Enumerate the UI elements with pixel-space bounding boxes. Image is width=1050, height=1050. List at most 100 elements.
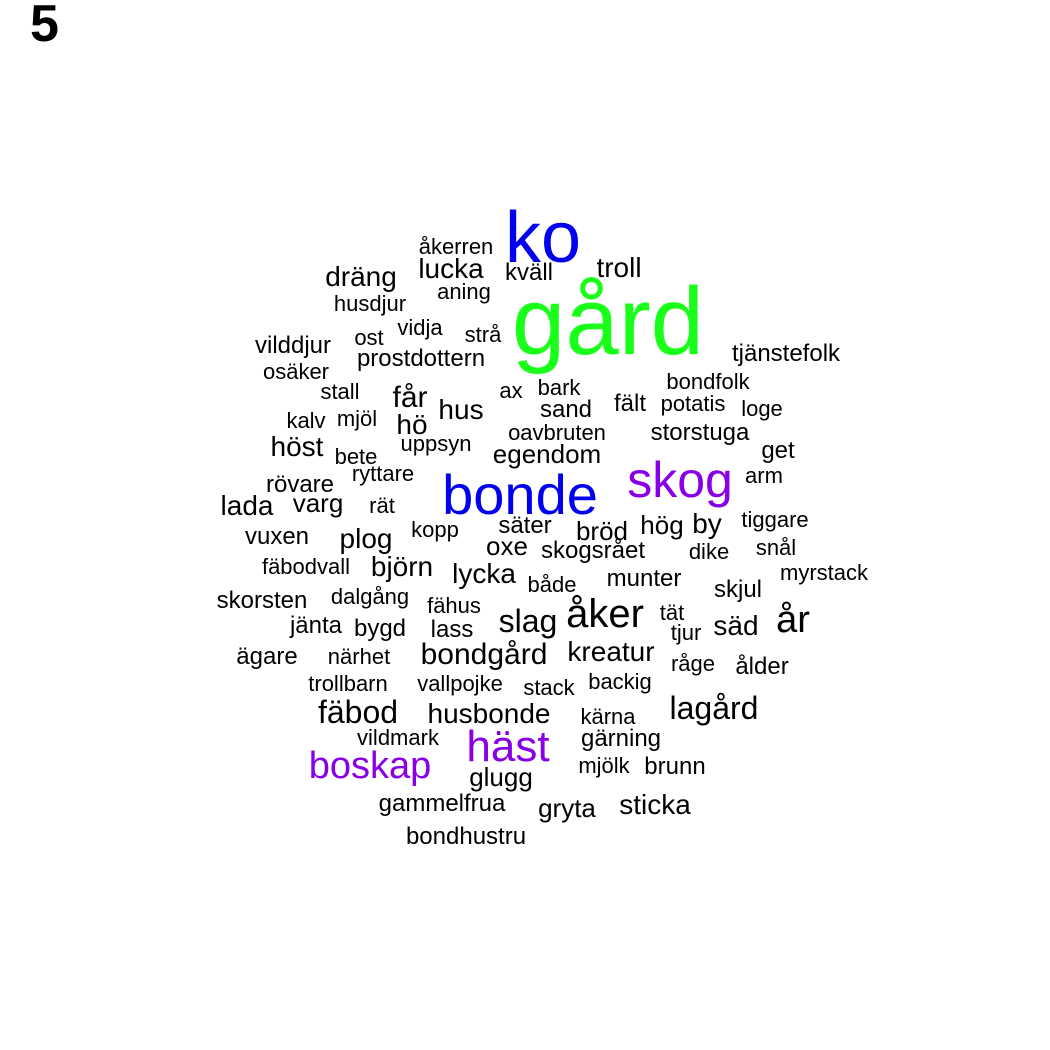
word-cloud-word: stall: [320, 379, 360, 404]
word-cloud-word: lucka: [418, 253, 484, 284]
word-cloud-word: fäbod: [317, 694, 399, 730]
word-cloud-word: gärning: [580, 725, 662, 752]
word-cloud-word: tiggare: [741, 507, 809, 532]
word-cloud-word: stack: [523, 675, 575, 700]
word-cloud-word: bygd: [353, 615, 407, 642]
word-cloud-word: höst: [270, 431, 324, 462]
word-cloud-word: bonde: [442, 463, 598, 526]
word-cloud-word: tjur: [670, 620, 702, 645]
word-cloud-word: arm: [745, 463, 783, 488]
word-cloud-word: vuxen: [244, 523, 310, 550]
word-cloud-word: åkerren: [418, 234, 494, 259]
word-cloud-word: hus: [438, 394, 484, 425]
word-cloud-word: slag: [498, 603, 558, 639]
word-cloud-word: åker: [566, 592, 644, 636]
word-cloud-word: kalv: [286, 408, 326, 433]
word-cloud-word: strå: [464, 322, 502, 347]
word-cloud-word: rövare: [265, 471, 335, 498]
word-cloud-word: kärna: [580, 704, 636, 729]
word-cloud-word: lagård: [669, 690, 759, 726]
word-cloud-word: sticka: [619, 789, 691, 820]
word-cloud-word: munter: [606, 565, 682, 592]
word-cloud-word: potatis: [660, 391, 726, 416]
word-cloud-word: närhet: [327, 644, 391, 669]
word-cloud-word: tät: [659, 600, 685, 625]
word-cloud-word: ax: [499, 378, 523, 403]
word-cloud-word: gård: [511, 268, 705, 375]
word-cloud-word: dräng: [325, 261, 397, 292]
word-cloud-word: mjölk: [578, 753, 630, 778]
word-cloud-word: hö: [396, 409, 428, 440]
word-cloud-word: vilddjur: [254, 332, 332, 359]
word-cloud-word: fält: [613, 390, 647, 417]
word-cloud-word: troll: [596, 252, 642, 283]
word-cloud-word: bondhustru: [405, 823, 527, 850]
word-cloud-word: ko: [504, 198, 582, 278]
word-cloud-word: jänta: [289, 612, 343, 639]
word-cloud-word: aning: [437, 279, 491, 304]
word-cloud-word: skogsrået: [540, 537, 646, 564]
word-cloud-word: år: [776, 599, 810, 641]
word-cloud-word: ryttare: [351, 461, 415, 486]
word-cloud-word: sand: [539, 396, 593, 423]
word-cloud-word: lass: [430, 616, 474, 643]
word-cloud-word: bete: [334, 444, 378, 469]
word-cloud-word: uppsyn: [400, 431, 472, 456]
word-cloud-word: prostdottern: [356, 345, 486, 372]
word-cloud-word: dalgång: [330, 584, 410, 609]
word-cloud-word: lada: [220, 490, 274, 521]
word-cloud-word: ost: [354, 325, 384, 350]
word-cloud-word: får: [392, 381, 428, 414]
word-cloud-word: säd: [713, 610, 759, 641]
word-cloud-word: råge: [670, 651, 716, 676]
word-cloud-word: gryta: [538, 793, 596, 823]
word-cloud-word: glugg: [469, 762, 533, 792]
word-cloud-word: get: [761, 437, 795, 464]
word-cloud-word: oavbruten: [508, 420, 606, 445]
word-cloud-word: oxe: [486, 531, 528, 561]
word-cloud-word: kreatur: [567, 636, 655, 667]
word-cloud-word: boskap: [308, 745, 432, 787]
word-cloud-word: skjul: [713, 576, 763, 603]
word-cloud-word: bondgård: [420, 638, 548, 671]
word-cloud-word: tjänstefolk: [731, 340, 841, 367]
word-cloud-word: bondfolk: [666, 369, 750, 394]
word-cloud-word: backig: [588, 669, 652, 694]
word-cloud-word: brunn: [644, 753, 706, 780]
word-cloud-word: skorsten: [216, 587, 308, 614]
word-cloud-word: dike: [688, 539, 730, 564]
word-cloud-word: storstuga: [650, 419, 750, 446]
panel-label: 5: [30, 0, 59, 53]
word-cloud-word: vallpojke: [417, 671, 503, 696]
word-cloud-word: loge: [741, 396, 783, 421]
word-cloud-word: björn: [370, 551, 434, 582]
word-cloud-word: både: [527, 572, 577, 597]
word-cloud-word: kväll: [504, 259, 554, 286]
word-cloud-word: kopp: [411, 517, 459, 542]
word-cloud-word: osäker: [262, 359, 330, 384]
word-cloud-word: fäbodvall: [261, 554, 351, 579]
word-cloud-word: plog: [339, 523, 393, 554]
word-cloud-word: ålder: [735, 653, 789, 680]
word-cloud-word: husdjur: [333, 291, 407, 316]
word-cloud-word: rät: [369, 493, 395, 518]
word-cloud-word: hög: [640, 510, 684, 540]
word-cloud-word: ägare: [236, 643, 298, 670]
word-cloud-word: vildmark: [357, 725, 439, 750]
word-cloud-word: bark: [537, 375, 581, 400]
word-cloud-word: vidja: [397, 315, 443, 340]
word-cloud-word: fähus: [427, 593, 481, 618]
word-cloud-word: lycka: [452, 558, 516, 589]
word-cloud-word: snål: [755, 535, 797, 560]
word-cloud-word: varg: [292, 488, 344, 518]
word-cloud-word: skog: [627, 452, 733, 508]
word-cloud-word: egendom: [492, 439, 602, 469]
word-cloud-word: trollbarn: [308, 671, 388, 696]
word-cloud-word: by: [692, 508, 722, 539]
word-cloud-word: gammelfrua: [378, 790, 506, 817]
word-cloud-word: häst: [466, 722, 550, 771]
word-cloud-word: myrstack: [780, 560, 868, 585]
word-cloud-word: bröd: [575, 516, 629, 546]
word-cloud-word: mjöl: [336, 406, 378, 431]
